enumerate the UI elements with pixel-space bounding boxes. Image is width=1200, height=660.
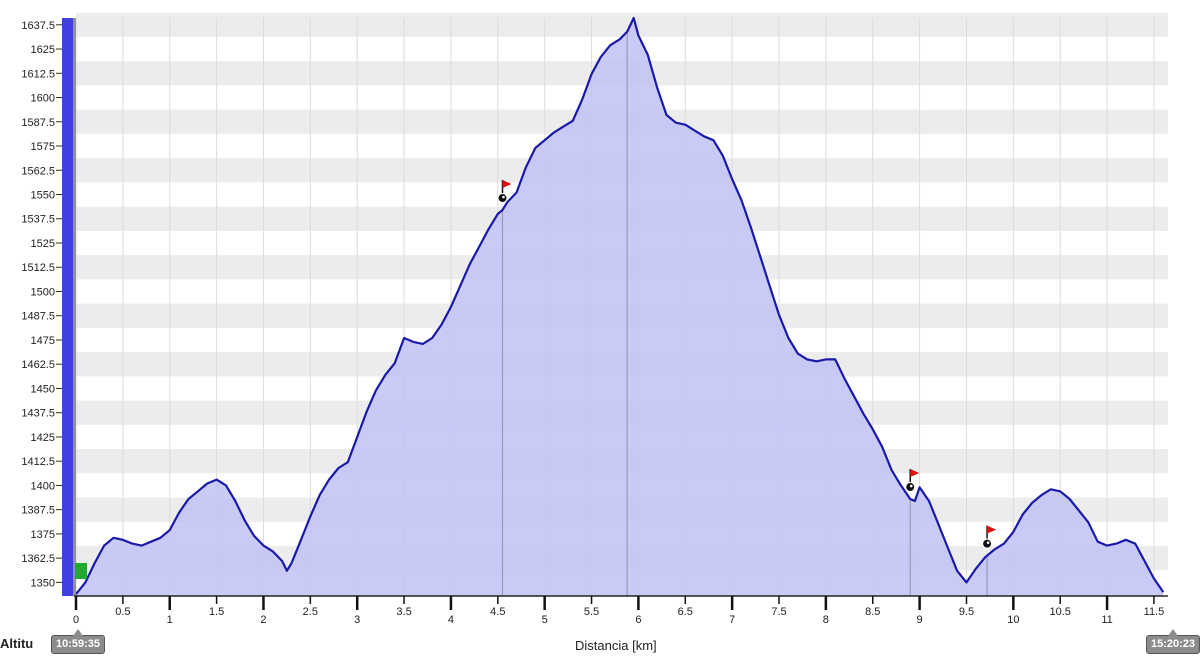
vertical-markers <box>501 31 988 596</box>
x-tick-label: 11 <box>1101 614 1112 626</box>
x-tick-label: 1.5 <box>209 606 224 618</box>
x-tick-label: 3 <box>354 614 360 626</box>
x-tick-label: 2.5 <box>303 606 318 618</box>
x-tick-label: 2 <box>260 614 266 626</box>
y-tick-label: 1525 <box>31 238 55 250</box>
waypoint-flag-icon <box>982 525 997 549</box>
x-tick-label: 6 <box>635 614 641 626</box>
x-tick-label: 10 <box>1007 614 1019 626</box>
x-tick-label: 11.5 <box>1144 606 1165 618</box>
y-tick-label: 1462.5 <box>21 359 55 371</box>
y-axis-bar <box>62 18 73 596</box>
y-axis-ticks: 1350 1362.5 1375 1387.5 1400 1412.5 1425 1437.5… <box>21 20 62 589</box>
start-marker <box>75 563 87 579</box>
y-tick-label: 1500 <box>31 286 55 298</box>
x-tick-label: 4 <box>448 614 454 626</box>
y-tick-label: 1550 <box>31 190 55 202</box>
x-tick-label: 8 <box>823 614 829 626</box>
y-tick-label: 1625 <box>31 44 55 56</box>
y-tick-label: 1425 <box>31 432 55 444</box>
flag-icon <box>910 469 920 478</box>
y-tick-label: 1450 <box>31 383 55 395</box>
x-tick-label: 1 <box>167 614 173 626</box>
end-time-label: 15:20:23 <box>1146 629 1200 654</box>
x-tick-label: 7 <box>729 614 735 626</box>
waypoint-pin-icon <box>905 482 916 493</box>
y-tick-label: 1362.5 <box>21 553 55 565</box>
y-tick-label: 1412.5 <box>21 456 55 468</box>
waypoint-pin-icon <box>497 193 508 204</box>
x-tick-label: 3.5 <box>396 606 411 618</box>
y-tick-label: 1575 <box>31 141 55 153</box>
x-tick-label: 5 <box>542 614 548 626</box>
y-tick-label: 1537.5 <box>21 214 55 226</box>
flag-icon <box>502 180 512 189</box>
y-tick-label: 1637.5 <box>21 20 55 32</box>
x-tick-label: 4.5 <box>490 606 505 618</box>
x-tick-label: 9 <box>917 614 923 626</box>
x-tick-label: 6.5 <box>678 606 693 618</box>
x-tick-label: 0.5 <box>115 606 130 618</box>
pin-highlight <box>986 541 990 544</box>
y-tick-label: 1475 <box>31 335 55 347</box>
y-axis-label: Altitu <box>0 636 34 651</box>
start-time-label: 10:59:35 <box>51 629 106 654</box>
y-tick-label: 1587.5 <box>21 117 55 129</box>
waypoint-flag-icon <box>905 469 920 493</box>
x-axis-label: Distancia [km] <box>575 638 657 653</box>
waypoint-flag-icon <box>497 180 512 204</box>
y-tick-label: 1600 <box>31 93 55 105</box>
y-tick-label: 1512.5 <box>21 262 55 274</box>
waypoint-markers <box>497 180 997 549</box>
y-tick-label: 1612.5 <box>21 68 55 80</box>
pin-highlight <box>502 195 505 199</box>
x-tick-label: 7.5 <box>771 606 786 618</box>
y-tick-label: 1387.5 <box>21 505 55 517</box>
x-tick-label: 10.5 <box>1049 606 1070 618</box>
y-tick-label: 1400 <box>31 480 55 492</box>
y-tick-label: 1375 <box>31 529 55 541</box>
elevation-line <box>75 16 1165 595</box>
y-tick-label: 1350 <box>31 577 55 589</box>
y-axis-bar-edge <box>73 18 76 596</box>
y-tick-label: 1562.5 <box>21 165 55 177</box>
x-tick-label: 9.5 <box>959 606 974 618</box>
x-axis-ticks: 00.511.522.533.544.555.566.577.588.599.5… <box>73 596 1164 626</box>
flag-icon <box>987 525 997 534</box>
elevation-area <box>76 18 1164 596</box>
x-tick-label: 8.5 <box>865 606 880 618</box>
grid-band <box>76 12 1168 37</box>
x-tick-label: 5.5 <box>584 606 599 618</box>
pin-highlight <box>909 484 913 488</box>
y-tick-label: 1487.5 <box>21 311 55 323</box>
x-tick-label: 0 <box>73 614 79 626</box>
y-tick-label: 1437.5 <box>21 408 55 420</box>
waypoint-pin-icon <box>982 538 993 549</box>
